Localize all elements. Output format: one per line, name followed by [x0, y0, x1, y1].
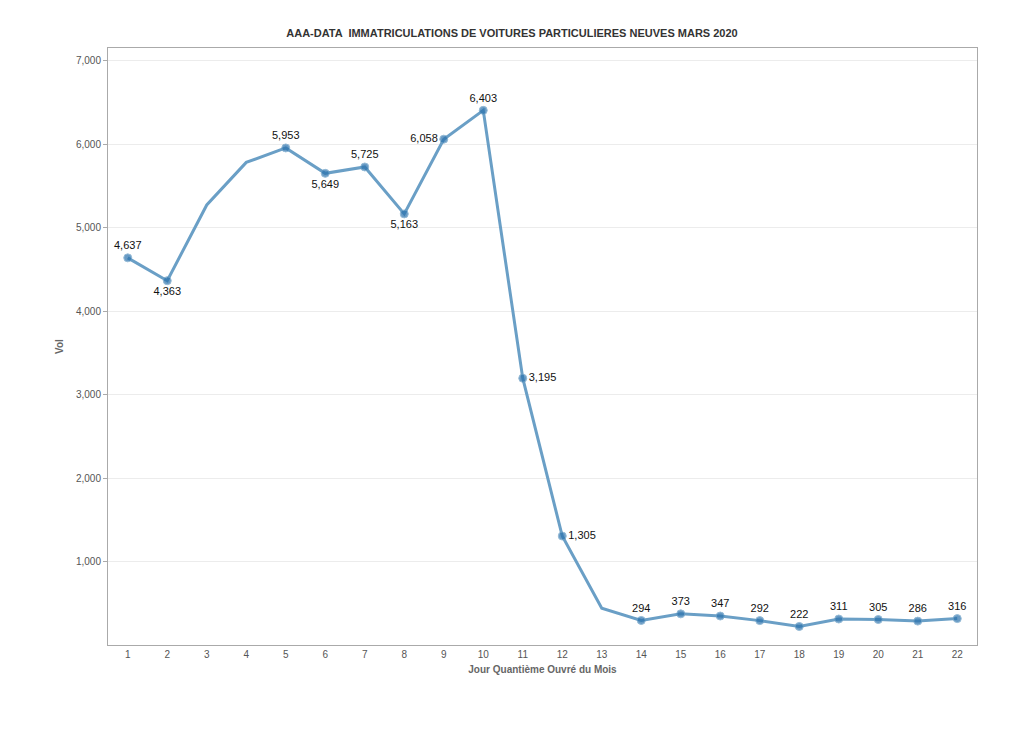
svg-text:Vol: Vol [54, 339, 65, 354]
svg-text:16: 16 [715, 649, 727, 660]
svg-text:Jour Quantième Ouvré du Mois: Jour Quantième Ouvré du Mois [468, 664, 617, 675]
svg-text:21: 21 [912, 649, 924, 660]
svg-text:4,637: 4,637 [114, 239, 142, 251]
svg-text:6: 6 [322, 649, 328, 660]
svg-text:8: 8 [401, 649, 407, 660]
svg-text:4: 4 [243, 649, 249, 660]
svg-text:294: 294 [632, 602, 650, 614]
svg-text:292: 292 [751, 602, 769, 614]
svg-text:5,649: 5,649 [311, 178, 339, 190]
svg-text:6,000: 6,000 [76, 139, 101, 150]
svg-text:12: 12 [557, 649, 569, 660]
svg-text:17: 17 [754, 649, 766, 660]
svg-text:2: 2 [164, 649, 170, 660]
svg-text:20: 20 [873, 649, 885, 660]
svg-text:3,195: 3,195 [529, 371, 557, 383]
svg-text:13: 13 [596, 649, 608, 660]
svg-text:286: 286 [909, 602, 927, 614]
svg-text:22: 22 [952, 649, 964, 660]
svg-text:222: 222 [790, 608, 808, 620]
svg-text:7,000: 7,000 [76, 55, 101, 66]
svg-text:5,725: 5,725 [351, 148, 379, 160]
svg-text:5,000: 5,000 [76, 222, 101, 233]
svg-text:5,163: 5,163 [390, 218, 418, 230]
svg-text:10: 10 [478, 649, 490, 660]
svg-text:6,403: 6,403 [469, 92, 497, 104]
svg-text:5,953: 5,953 [272, 129, 300, 141]
svg-text:1: 1 [125, 649, 131, 660]
svg-text:9: 9 [441, 649, 447, 660]
svg-text:1,305: 1,305 [568, 529, 596, 541]
svg-text:3,000: 3,000 [76, 389, 101, 400]
svg-text:5: 5 [283, 649, 289, 660]
svg-text:19: 19 [833, 649, 845, 660]
svg-text:11: 11 [518, 649, 529, 660]
svg-text:4,000: 4,000 [76, 306, 101, 317]
svg-text:14: 14 [636, 649, 648, 660]
svg-text:18: 18 [794, 649, 806, 660]
svg-text:AAA-DATA IMMATRICULATIONS DE: AAA-DATA IMMATRICULATIONS DE VOITURES PA… [286, 27, 737, 39]
svg-text:1,000: 1,000 [76, 556, 101, 567]
svg-text:305: 305 [869, 601, 887, 613]
svg-text:311: 311 [830, 600, 848, 612]
svg-text:2,000: 2,000 [76, 473, 101, 484]
svg-text:316: 316 [948, 600, 966, 612]
svg-text:373: 373 [672, 595, 690, 607]
svg-text:347: 347 [711, 597, 729, 609]
svg-text:7: 7 [362, 649, 368, 660]
svg-text:3: 3 [204, 649, 210, 660]
svg-text:6,058: 6,058 [410, 132, 438, 144]
svg-text:15: 15 [675, 649, 687, 660]
svg-text:4,363: 4,363 [153, 285, 181, 297]
